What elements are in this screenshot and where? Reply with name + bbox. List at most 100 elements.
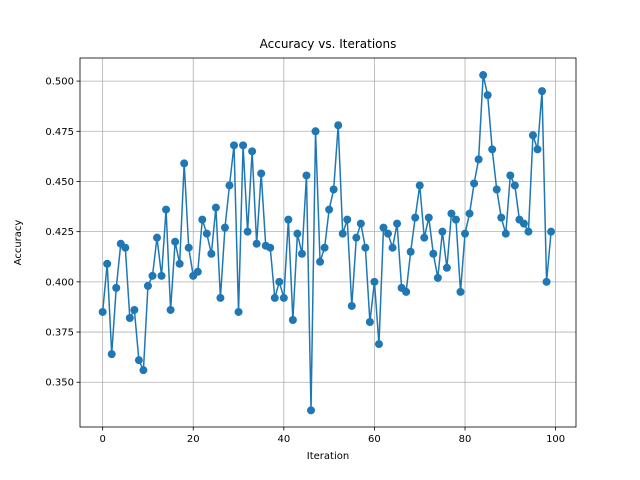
chart-title: Accuracy vs. Iterations [260, 37, 397, 51]
data-point [143, 281, 152, 290]
y-tick-label: 0.375 [45, 328, 74, 339]
y-tick-label: 0.425 [45, 227, 74, 238]
data-point [479, 71, 488, 80]
data-point [393, 219, 402, 228]
data-point [501, 229, 510, 238]
data-point [492, 185, 501, 194]
data-point [483, 91, 492, 100]
data-point [379, 223, 388, 232]
data-point [519, 219, 528, 228]
data-point [497, 213, 506, 222]
data-point [112, 283, 121, 292]
y-tick-label: 0.450 [45, 177, 74, 188]
data-point [270, 293, 279, 302]
data-point [297, 249, 306, 258]
data-point [424, 213, 433, 222]
data-point [225, 181, 234, 190]
data-point [356, 219, 365, 228]
data-point [230, 141, 239, 150]
data-point [284, 215, 293, 224]
data-point [162, 205, 171, 214]
data-point [243, 227, 252, 236]
data-point [343, 215, 352, 224]
series-line [101, 74, 552, 412]
data-point [506, 171, 515, 180]
data-point [329, 185, 338, 194]
data-point [465, 209, 474, 218]
data-point [352, 233, 361, 242]
data-point [374, 340, 383, 349]
x-tick-label: 0 [99, 434, 105, 445]
series-layer [98, 71, 556, 415]
data-point [139, 366, 148, 375]
data-point [257, 169, 266, 178]
y-tick-label: 0.350 [45, 378, 74, 389]
data-point [248, 147, 257, 156]
data-point [474, 155, 483, 164]
data-point [470, 179, 479, 188]
plot-frame [79, 57, 577, 428]
data-point [361, 243, 370, 252]
data-point [311, 127, 320, 136]
data-point [275, 277, 284, 286]
data-point [279, 293, 288, 302]
data-point [180, 159, 189, 168]
data-point [365, 318, 374, 326]
data-point [125, 313, 134, 322]
data-point [547, 227, 556, 236]
data-point [103, 259, 112, 268]
data-point [320, 243, 329, 252]
data-point [316, 257, 325, 266]
data-point [542, 277, 551, 286]
data-point [451, 215, 460, 224]
data-point [402, 287, 411, 296]
data-point [198, 215, 207, 224]
data-point [220, 223, 229, 232]
data-point [411, 213, 420, 222]
data-point [538, 87, 547, 96]
data-point [107, 350, 116, 359]
data-point [293, 229, 302, 238]
data-point [388, 243, 397, 252]
data-point [134, 356, 143, 365]
data-point [184, 243, 193, 252]
data-point [420, 233, 429, 242]
y-axis-label: Accuracy [13, 220, 24, 266]
y-tick-label: 0.400 [45, 277, 74, 288]
data-point [175, 259, 184, 268]
x-tick-label: 20 [187, 434, 200, 445]
data-point [288, 315, 297, 324]
y-tick-label: 0.500 [45, 77, 74, 88]
x-tick-label: 80 [459, 434, 472, 445]
data-point [130, 305, 139, 314]
data-point [234, 307, 243, 316]
data-point [438, 227, 447, 236]
data-point [334, 121, 343, 130]
data-point [524, 227, 533, 236]
data-point [461, 229, 470, 238]
data-point [338, 229, 347, 238]
ticks-layer: 0 20 40 60 80 100 0.350 0.375 0.400 0.425 0.450 0.4… [45, 77, 565, 445]
data-point [148, 271, 157, 280]
data-point [370, 277, 379, 286]
data-point [166, 305, 175, 314]
data-point [429, 249, 438, 258]
y-tick-label: 0.475 [45, 127, 74, 138]
data-point [307, 406, 316, 415]
data-point [533, 145, 542, 154]
data-point [207, 249, 216, 258]
data-point [211, 203, 220, 212]
x-tick-label: 100 [546, 434, 565, 445]
x-tick-label: 60 [368, 434, 381, 445]
data-point [406, 247, 415, 256]
x-axis-label: Iteration [307, 451, 349, 462]
data-point [157, 271, 166, 280]
data-point [488, 145, 497, 154]
data-point [266, 243, 275, 252]
data-point [153, 233, 161, 242]
data-point [384, 229, 393, 238]
grid-layer [80, 58, 576, 427]
data-point [239, 141, 248, 150]
data-point [433, 273, 442, 282]
